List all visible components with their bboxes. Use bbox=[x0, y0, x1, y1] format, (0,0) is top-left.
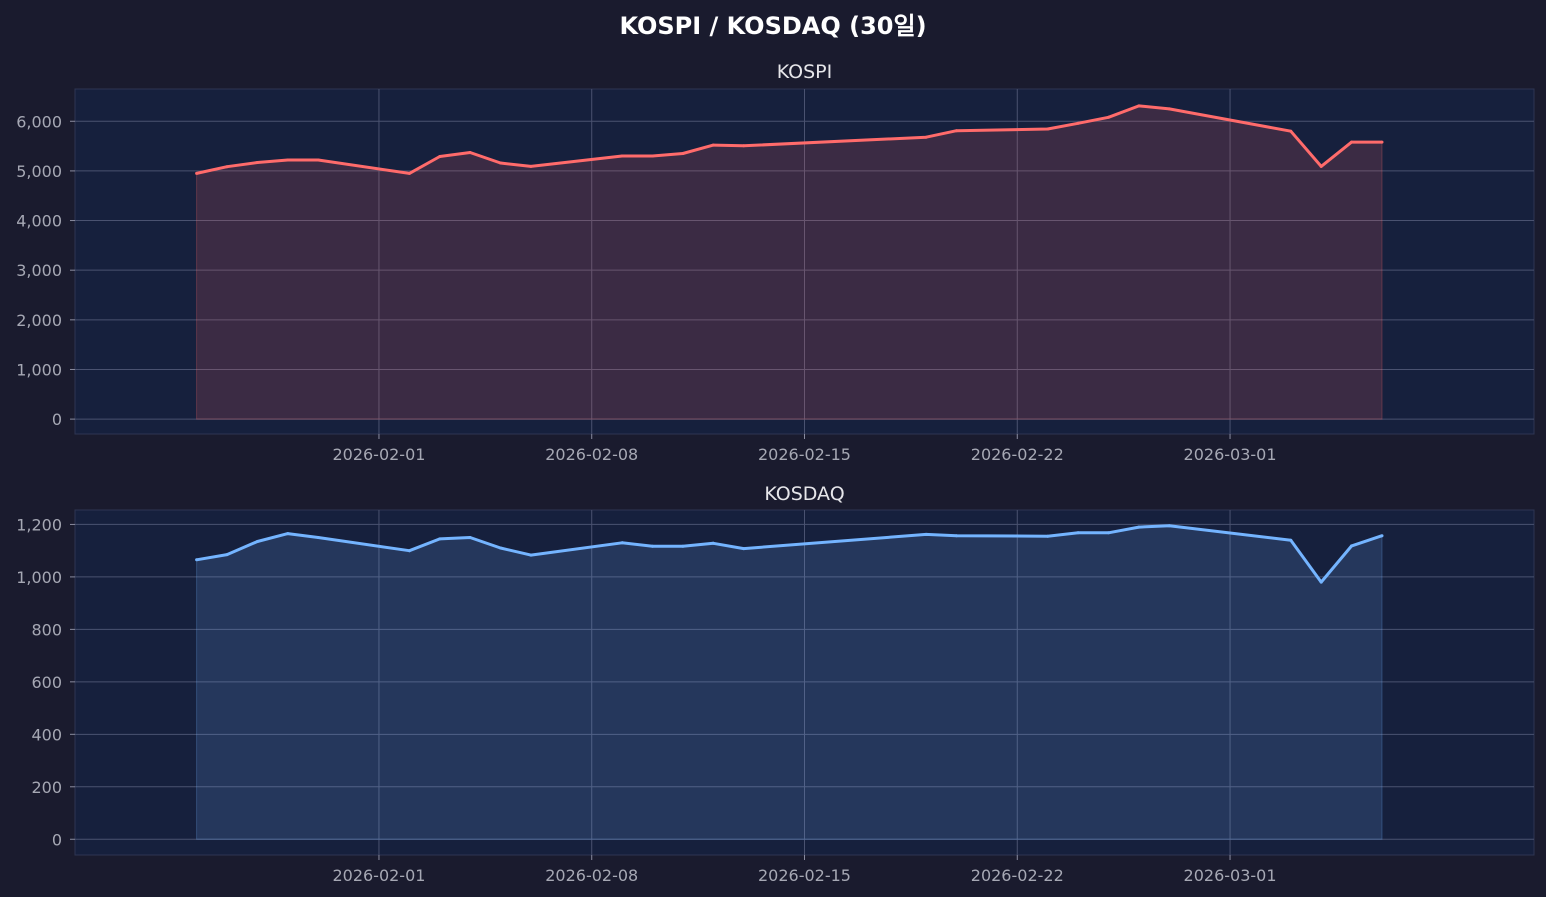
kosdaq-data-point bbox=[195, 558, 199, 562]
kospi-data-point bbox=[1380, 140, 1384, 144]
kosdaq-data-point bbox=[1137, 525, 1141, 529]
kosdaq-y-tick-label: 800 bbox=[31, 620, 62, 639]
kosdaq-data-point bbox=[1167, 524, 1171, 528]
kospi-data-point bbox=[651, 154, 654, 158]
kospi-x-tick-label: 2026-02-01 bbox=[332, 445, 425, 464]
kosdaq-data-point bbox=[924, 532, 928, 536]
kospi-series-line bbox=[196, 104, 1382, 175]
kosdaq-data-point bbox=[742, 547, 746, 551]
kosdaq-data-point bbox=[1289, 538, 1293, 542]
kospi-data-point bbox=[1167, 107, 1171, 111]
kospi-x-tick-label: 2026-02-08 bbox=[545, 445, 638, 464]
kosdaq-data-point bbox=[1076, 531, 1080, 535]
kosdaq-data-point bbox=[620, 541, 624, 545]
kospi-y-tick-label: 4,000 bbox=[16, 212, 62, 231]
kosdaq-x-tick-label: 2026-03-01 bbox=[1184, 866, 1277, 885]
kospi-data-point bbox=[286, 158, 290, 162]
kospi-data-point bbox=[1046, 127, 1050, 131]
kosdaq-data-point bbox=[1380, 534, 1384, 538]
kosdaq-title: KOSDAQ bbox=[764, 483, 844, 505]
kosdaq-y-tick-label: 400 bbox=[31, 725, 62, 744]
kosdaq-x-tick-label: 2026-02-15 bbox=[758, 866, 851, 885]
kospi-title: KOSPI bbox=[777, 61, 833, 83]
kosdaq-data-point bbox=[1046, 534, 1050, 538]
kospi-data-point bbox=[1107, 115, 1110, 119]
kosdaq-data-point bbox=[711, 541, 715, 545]
kospi-x-tick-label: 2026-02-15 bbox=[758, 445, 851, 464]
kospi-data-point bbox=[1289, 129, 1293, 133]
kospi-data-point bbox=[255, 161, 259, 164]
kospi-data-point bbox=[924, 135, 928, 139]
kosdaq-data-point bbox=[225, 553, 229, 557]
kosdaq-x-tick-label: 2026-02-01 bbox=[332, 866, 425, 885]
kosdaq-x-tick-label: 2026-02-22 bbox=[971, 866, 1064, 885]
kospi-data-point bbox=[1319, 164, 1323, 168]
kosdaq-data-point bbox=[681, 544, 685, 548]
kosdaq-data-point bbox=[438, 537, 442, 541]
kosdaq-y-tick-label: 0 bbox=[52, 830, 62, 849]
kospi-data-point bbox=[225, 165, 229, 169]
kosdaq-y-tick-label: 1,000 bbox=[16, 568, 62, 587]
kospi-data-point bbox=[711, 143, 715, 147]
kosdaq-data-point bbox=[407, 549, 411, 553]
kospi-y-tick-label: 2,000 bbox=[16, 311, 62, 330]
kospi-data-point bbox=[620, 154, 624, 158]
kospi-data-point bbox=[468, 151, 472, 154]
kospi-data-point bbox=[195, 171, 199, 175]
kospi-data-point bbox=[316, 158, 320, 162]
kosdaq-data-point bbox=[286, 532, 290, 536]
kospi-data-point bbox=[499, 161, 502, 165]
kospi-y-tick-label: 5,000 bbox=[16, 162, 62, 181]
kosdaq-chart: KOSDAQ 0 200 400 600 800 1,000 1,200 2026-02-01 2… bbox=[16, 483, 1535, 885]
kospi-data-point bbox=[1350, 140, 1354, 144]
kosdaq-data-point bbox=[955, 534, 958, 538]
kospi-x-tick-label: 2026-03-01 bbox=[1184, 445, 1277, 464]
kosdaq-data-point bbox=[651, 544, 654, 548]
kospi-data-point bbox=[529, 164, 533, 168]
kosdaq-data-point bbox=[1319, 580, 1323, 584]
kospi-data-point bbox=[1137, 104, 1141, 108]
kosdaq-y-tick-label: 600 bbox=[31, 673, 62, 692]
kosdaq-y-tick-label: 1,200 bbox=[16, 515, 62, 534]
kospi-data-point bbox=[681, 152, 685, 155]
figure-title: KOSPI / KOSDAQ (30일) bbox=[619, 12, 926, 40]
kosdaq-x-tick-label: 2026-02-08 bbox=[545, 866, 638, 885]
kosdaq-data-point bbox=[468, 536, 472, 539]
kosdaq-data-point bbox=[1350, 544, 1354, 548]
kospi-data-point bbox=[955, 129, 958, 133]
kosdaq-data-point bbox=[529, 553, 533, 557]
kospi-x-tick-label: 2026-02-22 bbox=[971, 445, 1064, 464]
kospi-y-tick-label: 3,000 bbox=[16, 261, 62, 280]
kosdaq-data-point bbox=[255, 540, 259, 543]
kospi-y-tick-label: 0 bbox=[52, 410, 62, 429]
kosdaq-y-tick-label: 200 bbox=[31, 778, 62, 797]
kospi-data-point bbox=[742, 144, 746, 148]
kosdaq-data-point bbox=[499, 546, 502, 550]
kospi-y-tick-label: 6,000 bbox=[16, 112, 62, 131]
kospi-data-point bbox=[438, 155, 442, 158]
kosdaq-series-line bbox=[196, 524, 1383, 584]
kospi-data-point bbox=[1076, 121, 1080, 125]
kospi-data-point bbox=[407, 171, 411, 175]
kospi-y-tick-label: 1,000 bbox=[16, 360, 62, 379]
kosdaq-area-fill bbox=[196, 525, 1383, 840]
kosdaq-data-point bbox=[1107, 531, 1110, 535]
kosdaq-data-point bbox=[316, 536, 320, 539]
kospi-chart: KOSPI 0 1,000 2,000 3,000 4,000 5,000 6,000 2026… bbox=[16, 61, 1535, 464]
